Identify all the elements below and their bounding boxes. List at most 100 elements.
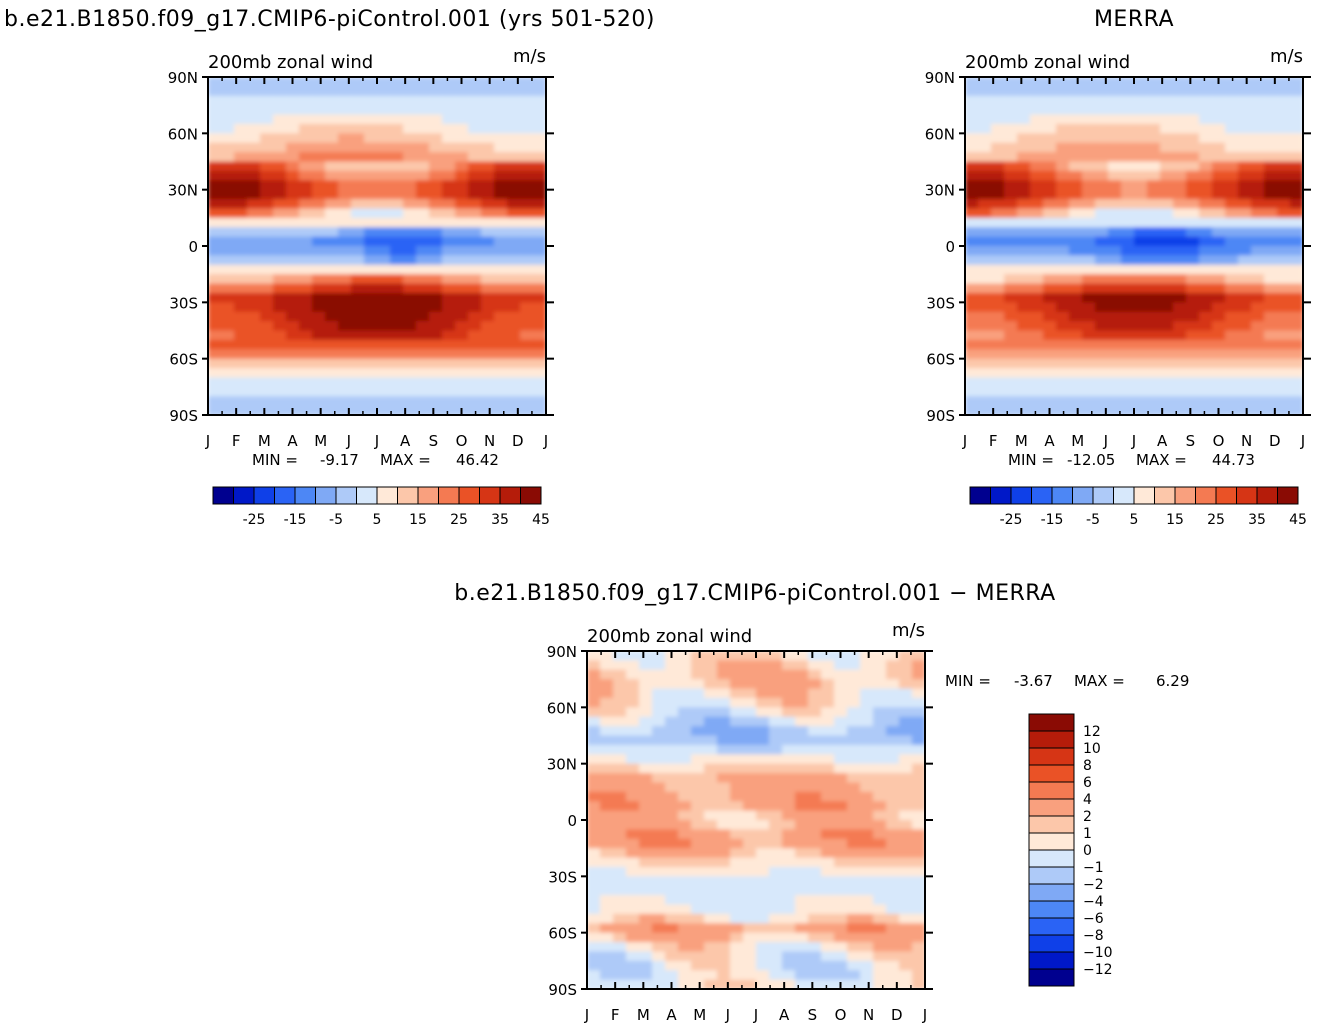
heatmap-cell xyxy=(1264,86,1278,97)
heatmap-cell xyxy=(325,349,339,360)
heatmap-cell xyxy=(247,152,261,163)
heatmap-cell xyxy=(1095,105,1109,116)
heatmap-cell xyxy=(455,199,469,210)
heatmap-cell xyxy=(652,688,666,699)
heatmap-cell xyxy=(247,77,261,87)
heatmap-cell xyxy=(1069,95,1083,106)
heatmap-cell xyxy=(247,321,261,332)
heatmap-cell xyxy=(743,697,757,708)
heatmap-cell xyxy=(978,349,992,360)
heatmap-cell xyxy=(587,707,601,718)
heatmap-cell xyxy=(782,763,796,774)
heatmap-cell xyxy=(652,697,666,708)
heatmap-cell xyxy=(325,386,339,397)
heatmap-cell xyxy=(860,791,874,802)
heatmap-cell xyxy=(756,763,770,774)
heatmap-cell xyxy=(286,133,300,144)
heatmap-cell xyxy=(1095,349,1109,360)
heatmap-cell xyxy=(1069,86,1083,97)
heatmap-cell xyxy=(1238,142,1252,153)
heatmap-cell xyxy=(1095,246,1109,256)
heatmap-cell xyxy=(481,264,495,275)
heatmap-cell xyxy=(1290,86,1303,97)
heatmap-cell xyxy=(1069,180,1083,191)
heatmap-cell xyxy=(1069,349,1083,360)
heatmap-cell xyxy=(364,180,378,191)
heatmap-cell xyxy=(769,716,783,727)
heatmap-cell xyxy=(665,876,679,887)
heatmap-cell xyxy=(234,377,248,388)
heatmap-cell xyxy=(665,801,679,812)
heatmap-cell xyxy=(626,801,640,812)
heatmap-cell xyxy=(1082,217,1096,228)
heatmap-cell xyxy=(520,292,534,303)
heatmap-cell xyxy=(494,246,508,256)
heatmap-cell xyxy=(351,396,365,407)
heatmap-cell xyxy=(704,942,718,953)
heatmap-cell xyxy=(260,227,274,238)
heatmap-cell xyxy=(1043,133,1057,144)
heatmap-cell xyxy=(1238,405,1252,415)
heatmap-cell xyxy=(364,208,378,219)
heatmap-cell xyxy=(756,857,770,868)
heatmap-cell xyxy=(704,838,718,849)
heatmap-cell xyxy=(730,857,744,868)
colorbar-box xyxy=(1277,486,1299,505)
heatmap-cell xyxy=(1290,105,1303,116)
heatmap-cell xyxy=(338,236,352,247)
heatmap-cell xyxy=(678,857,692,868)
colorbar-label: 45 xyxy=(532,512,550,528)
heatmap-cell xyxy=(299,292,313,303)
heatmap-cell xyxy=(717,923,731,934)
heatmap-cell xyxy=(1069,311,1083,322)
heatmap-cell xyxy=(1264,358,1278,369)
heatmap-cell xyxy=(1225,311,1239,322)
heatmap-cell xyxy=(1277,330,1291,341)
heatmap-cell xyxy=(1056,246,1070,256)
heatmap-cell xyxy=(873,669,887,680)
heatmap-cell xyxy=(1225,321,1239,332)
heatmap-cell xyxy=(704,744,718,755)
heatmap-cell xyxy=(351,170,365,181)
heatmap-cell xyxy=(1199,199,1213,210)
heatmap-cell xyxy=(860,660,874,671)
heatmap-cell xyxy=(769,866,783,877)
heatmap-cell xyxy=(769,754,783,765)
heatmap-cell xyxy=(1199,123,1213,134)
colorbar-label: -15 xyxy=(1041,512,1064,528)
heatmap-cell xyxy=(1173,152,1187,163)
heatmap-cell xyxy=(626,688,640,699)
heatmap-cell xyxy=(782,848,796,859)
heatmap-cell xyxy=(1095,133,1109,144)
heatmap-cell xyxy=(965,114,979,125)
heatmap-cell xyxy=(639,970,653,981)
heatmap-cell xyxy=(639,885,653,896)
heatmap-cell xyxy=(991,405,1005,415)
heatmap-cell xyxy=(1225,105,1239,116)
heatmap-cell xyxy=(1186,302,1200,313)
heatmap-cell xyxy=(847,876,861,887)
heatmap-cell xyxy=(912,801,925,812)
heatmap-cell xyxy=(533,358,546,369)
heatmap-cell xyxy=(769,876,783,887)
heatmap-cell xyxy=(351,123,365,134)
heatmap-cell xyxy=(808,679,822,690)
chart-subtitle: 200mb zonal wind xyxy=(965,52,1130,73)
colorbar-label: 35 xyxy=(491,512,509,528)
heatmap-cell xyxy=(978,199,992,210)
heatmap-cell xyxy=(613,951,627,962)
heatmap-cell xyxy=(1043,292,1057,303)
heatmap-cell xyxy=(260,170,274,181)
heatmap-cell xyxy=(717,866,731,877)
heatmap-cell xyxy=(899,660,913,671)
heatmap-cell xyxy=(795,744,809,755)
heatmap-cell xyxy=(769,857,783,868)
heatmap-cell xyxy=(429,377,443,388)
heatmap-cell xyxy=(769,913,783,924)
heatmap-cell xyxy=(1082,264,1096,275)
heatmap-cell xyxy=(912,829,925,840)
heatmap-cell xyxy=(247,349,261,360)
heatmap-cell xyxy=(351,358,365,369)
heatmap-cell xyxy=(743,651,757,661)
heatmap-cell xyxy=(1225,189,1239,200)
